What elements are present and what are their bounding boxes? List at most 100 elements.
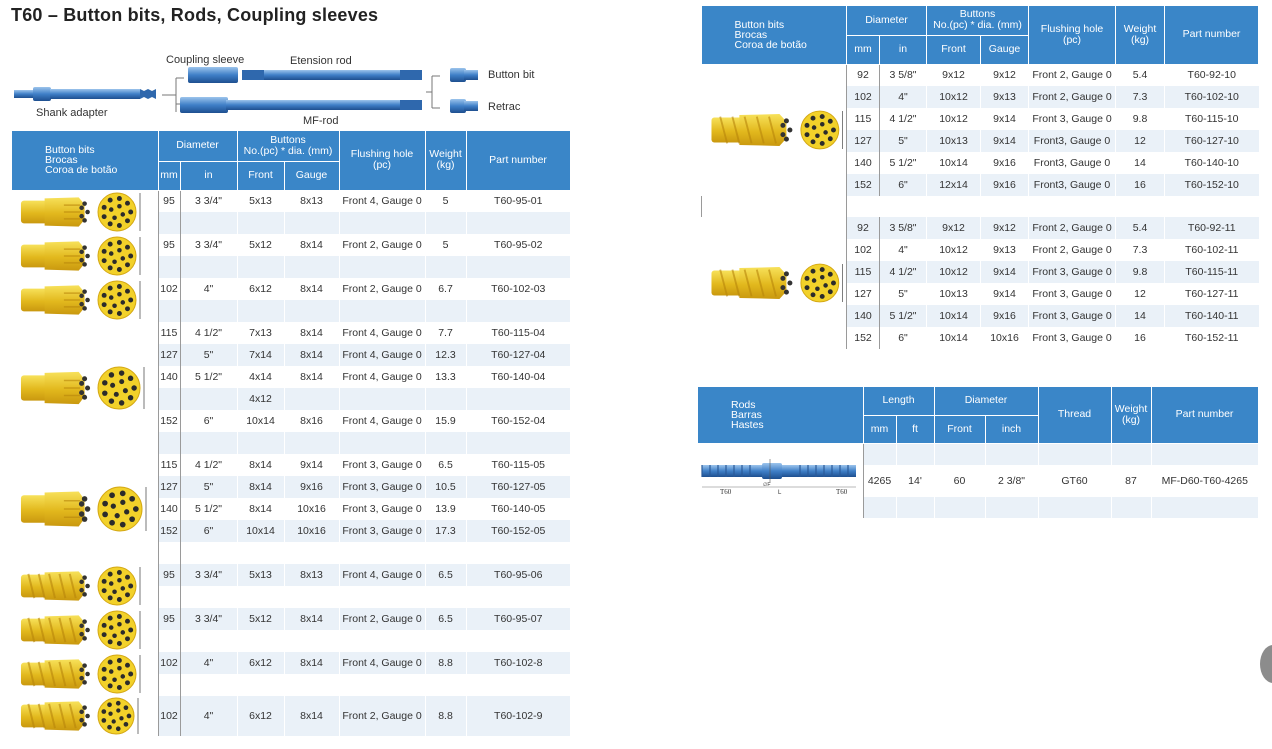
table-row: 140 5 1/2" 4x14 8x14 Front 4, Gauge 0 13.3 T60… — [12, 366, 571, 388]
diameter-mm: 115 — [157, 322, 180, 344]
extension-rod-drawing — [242, 70, 422, 80]
header-rods: Rods Barras Hastes — [698, 387, 864, 444]
weight — [424, 256, 467, 278]
part-number: T60-95-06 — [465, 564, 571, 586]
header-mm: mm — [158, 161, 181, 191]
diameter-inch — [984, 443, 1039, 465]
flushing-hole — [338, 300, 426, 322]
diameter-in: 5" — [179, 476, 238, 498]
table-row — [701, 196, 1259, 217]
weight: 7.3 — [1115, 239, 1165, 261]
flushing-hole: Front 3, Gauge 0 — [338, 454, 426, 476]
diameter-front — [933, 496, 985, 518]
buttons-front: 8x14 — [236, 454, 285, 476]
buttons-gauge: 8x14 — [283, 344, 340, 366]
buttons-gauge — [283, 432, 340, 454]
header-gauge: Gauge — [284, 161, 340, 191]
part-number: T60-95-02 — [465, 234, 571, 256]
part-number: T60-102-8 — [465, 652, 571, 674]
label-retrac: Retrac — [488, 101, 521, 113]
bit-face-view-icon — [97, 566, 141, 606]
buttons-front — [236, 256, 285, 278]
length-ft: 14' — [895, 464, 934, 497]
buttons-front: 4x12 — [236, 388, 285, 410]
header-diameter: Diameter — [158, 131, 238, 162]
header-part-number: Part number — [1164, 6, 1260, 65]
weight: 15.9 — [424, 410, 467, 432]
bit-side-view-icon — [20, 197, 90, 227]
diameter-front: 60 — [933, 464, 985, 497]
diameter-in — [179, 542, 238, 564]
table-row: 102 4" 10x12 9x13 Front 2, Gauge 0 7.3 T60-102… — [702, 86, 1259, 108]
table-row: 140 5 1/2" 8x14 10x16 Front 3, Gauge 0 13.9 T6… — [12, 498, 571, 520]
table-row: 4x12 — [12, 388, 571, 410]
flushing-hole: Front 4, Gauge 0 — [338, 322, 426, 344]
table-row: 152 6" 10x14 10x16 Front 3, Gauge 0 17.3 T60-1… — [12, 520, 571, 542]
diameter-inch — [984, 496, 1039, 518]
bit-face-view-icon — [97, 697, 139, 735]
flushing-hole: Front 3, Gauge 0 — [1028, 261, 1116, 283]
buttons-front — [236, 630, 285, 652]
table-row: T60 L ∅F T60 — [698, 443, 1259, 496]
bit-face-view-icon — [97, 280, 141, 320]
buttons-gauge: 9x14 — [980, 261, 1029, 283]
table-row: 115 4 1/2" 10x12 9x14 Front 3, Gauge 0 9.8 T60… — [702, 108, 1259, 130]
weight: 14 — [1115, 305, 1165, 327]
weight: 10.5 — [424, 476, 467, 498]
part-number: T60-115-11 — [1164, 261, 1259, 283]
product-image — [12, 652, 158, 696]
table-row: 127 5" 10x13 9x14 Front 3, Gauge 0 12 T60-127-… — [702, 283, 1259, 305]
part-number — [465, 388, 571, 410]
buttons-gauge: 9x12 — [980, 217, 1029, 239]
buttons-front: 6x12 — [236, 278, 285, 300]
label-button-bit: Button bit — [488, 69, 534, 81]
buttons-front — [236, 432, 285, 454]
header-length: Length — [863, 387, 935, 416]
header-weight: Weight (kg) — [425, 131, 467, 191]
header-front: Front — [237, 161, 285, 191]
table-row: 152 6" 12x14 9x16 Front3, Gauge 0 16 T60-152-1… — [702, 174, 1259, 196]
flushing-hole: Front 2, Gauge 0 — [338, 278, 426, 300]
diameter-in — [179, 432, 238, 454]
diameter-mm — [157, 630, 180, 652]
part-number — [465, 586, 571, 608]
product-image — [12, 564, 158, 608]
table-row — [12, 432, 571, 454]
buttons-front: 4x14 — [236, 366, 285, 388]
diameter-mm: 152 — [157, 520, 180, 542]
bit-side-view-icon — [710, 114, 792, 147]
weight: 6.5 — [424, 608, 467, 630]
buttons-front: 12x14 — [926, 174, 981, 196]
buttons-front: 5x12 — [236, 608, 285, 630]
diameter-mm: 92 — [846, 64, 880, 86]
diameter-mm: 115 — [157, 454, 180, 476]
part-number — [1115, 196, 1165, 217]
flushing-hole — [338, 674, 426, 696]
diameter-in — [179, 212, 238, 234]
buttons-front: 10x14 — [926, 152, 981, 174]
buttons-gauge — [283, 542, 340, 564]
buttons-front — [236, 586, 285, 608]
flushing-hole: Front 4, Gauge 0 — [338, 564, 426, 586]
buttons-front: 10x14 — [926, 327, 981, 349]
diameter-in — [179, 586, 238, 608]
part-number: T60-152-10 — [1164, 174, 1259, 196]
diameter-in: 6" — [878, 174, 927, 196]
table-row: 127 5" 7x14 8x14 Front 4, Gauge 0 12.3 T60-127… — [12, 344, 571, 366]
buttons-gauge: 8x14 — [283, 696, 340, 736]
flushing-hole: Front 2, Gauge 0 — [1028, 239, 1116, 261]
bit-face-view-icon — [800, 110, 843, 150]
diameter-in: 3 3/4" — [179, 234, 238, 256]
header-weight: Weight (kg) — [1115, 6, 1166, 65]
buttons-gauge: 9x14 — [980, 283, 1029, 305]
bit-face-view-icon — [97, 366, 145, 410]
diameter-in: 5 1/2" — [179, 498, 238, 520]
part-number — [465, 212, 571, 234]
diameter-in: 4 1/2" — [878, 261, 927, 283]
weight: 5 — [424, 234, 467, 256]
flushing-hole: Front3, Gauge 0 — [1028, 174, 1116, 196]
part-number — [465, 542, 571, 564]
product-image — [12, 322, 158, 454]
thread — [1037, 443, 1112, 465]
table-row — [12, 212, 571, 234]
